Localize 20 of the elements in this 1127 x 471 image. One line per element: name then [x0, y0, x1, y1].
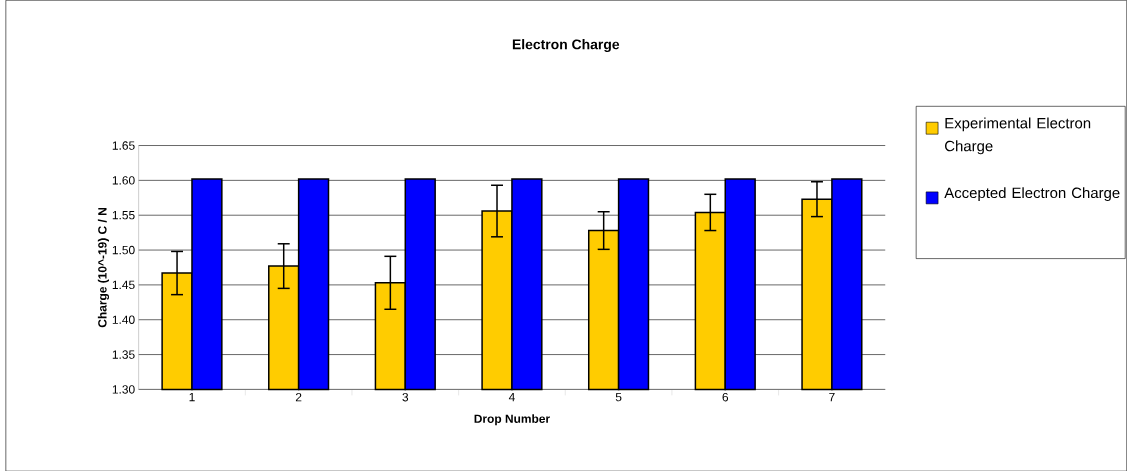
y-axis-title: Charge (10^-19) C / N	[97, 207, 110, 328]
x-tick-label: 4	[508, 392, 515, 401]
x-tick-label: 6	[722, 392, 729, 402]
y-tick-label: 1.30	[112, 384, 135, 394]
legend-label: Accepted Electron Charge	[944, 186, 1120, 201]
chart-title: Electron Charge	[512, 38, 620, 52]
x-tick-label: 3	[402, 392, 409, 402]
x-tick-label: 5	[615, 392, 622, 402]
x-tick-label: 2	[295, 392, 302, 402]
y-tick-label: 1.50	[112, 245, 135, 255]
y-tick-label: 1.65	[112, 141, 135, 150]
x-tick-label: 1	[189, 392, 195, 401]
legend-label: Experimental Electron Charge	[945, 117, 1091, 155]
y-tick-label: 1.40	[112, 315, 135, 324]
y-tick-label: 1.55	[112, 210, 135, 220]
x-tick-label: 7	[829, 392, 835, 401]
x-axis-title: Drop Number	[474, 413, 550, 426]
y-tick-label: 1.60	[112, 175, 135, 185]
y-tick-label: 1.45	[112, 280, 135, 289]
y-tick-label: 1.35	[112, 350, 135, 359]
